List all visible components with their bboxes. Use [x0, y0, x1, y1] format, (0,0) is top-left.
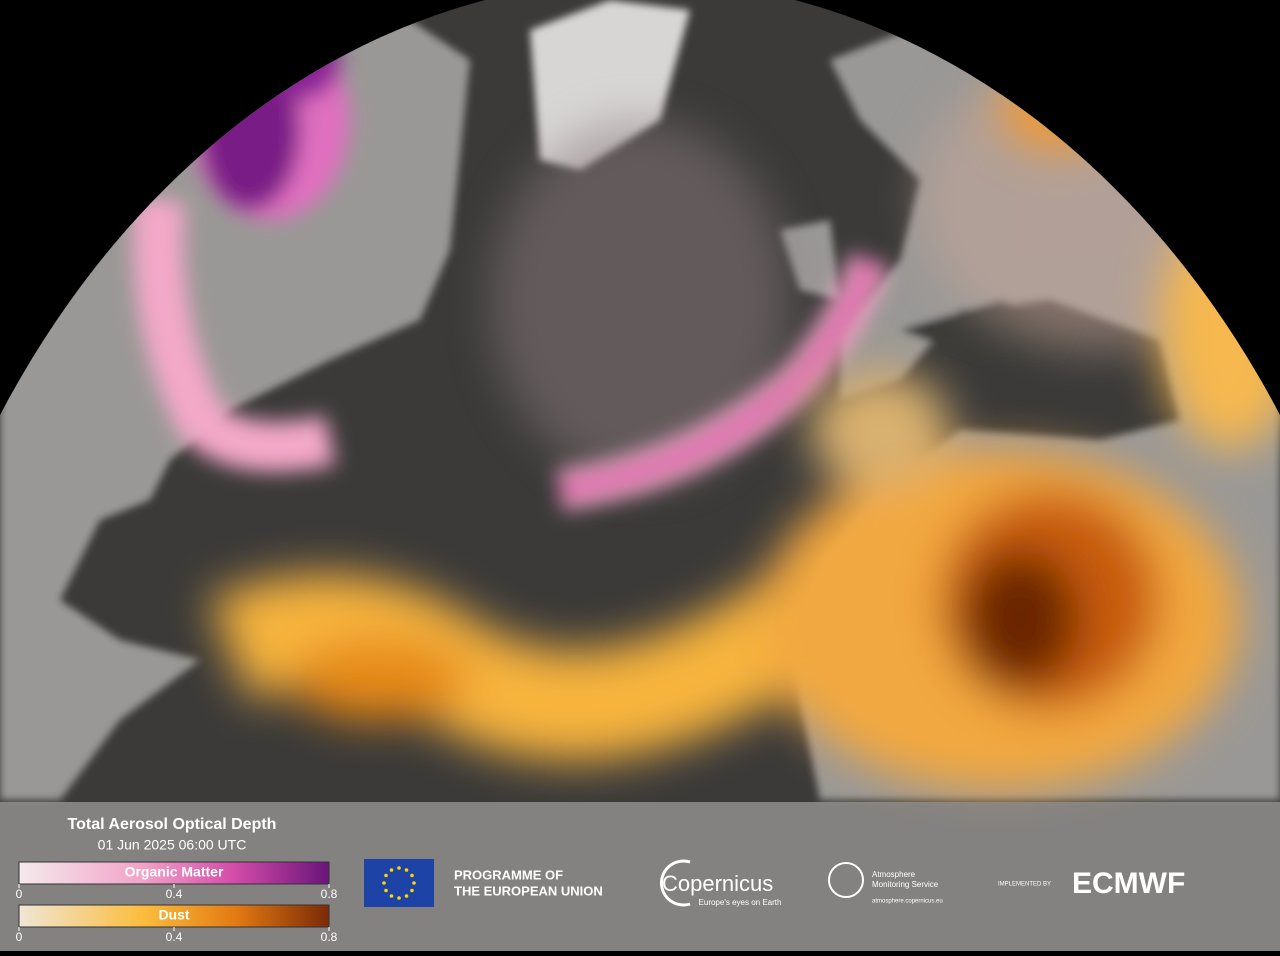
color-bar-label: Organic Matter	[125, 864, 224, 880]
eu-star	[397, 896, 401, 900]
cams-text: Atmosphere	[872, 870, 916, 879]
tick-label: 0.4	[166, 887, 183, 901]
copernicus-mark	[659, 859, 691, 907]
eu-star	[384, 888, 388, 893]
ecmwf-prefix: IMPLEMENTED BY	[998, 882, 1051, 888]
eu-stars	[382, 866, 416, 900]
eu-star	[384, 873, 388, 878]
legend-date: 01 Jun 2025 06:00 UTC	[98, 837, 247, 853]
ecmwf-name: ECMWF	[1072, 867, 1185, 900]
color-bar-label: Dust	[158, 907, 189, 923]
copernicus-name: Copernicus	[662, 871, 773, 896]
cams-url: atmosphere.copernicus.eu	[872, 899, 943, 905]
color-scales: Organic Matter 0 0.4 0.8 Dust 0 0.4 0.8	[16, 861, 338, 944]
eu-star	[404, 894, 409, 898]
eu-star	[382, 881, 386, 885]
legend-title: Total Aerosol Optical Depth	[68, 816, 277, 833]
eu-star	[397, 866, 401, 870]
copernicus-tagline: Europe's eyes on Earth	[699, 898, 782, 907]
tick-label: 0	[16, 887, 23, 901]
eu-text: THE EUROPEAN UNION	[454, 883, 603, 898]
eu-star	[410, 888, 414, 893]
tick-label: 0.8	[321, 887, 338, 901]
tick-label: 0	[16, 930, 23, 944]
tick-label: 0.8	[321, 930, 338, 944]
eu-star	[404, 868, 409, 872]
eu-star	[389, 868, 394, 872]
eu-star	[389, 894, 394, 898]
tick-label: 0.4	[166, 930, 183, 944]
eu-star	[412, 881, 416, 885]
eu-star	[410, 873, 414, 878]
eu-text: PROGRAMME OF	[454, 867, 563, 882]
cams-text: Monitoring Service	[872, 880, 939, 889]
cams-mark	[828, 862, 864, 898]
